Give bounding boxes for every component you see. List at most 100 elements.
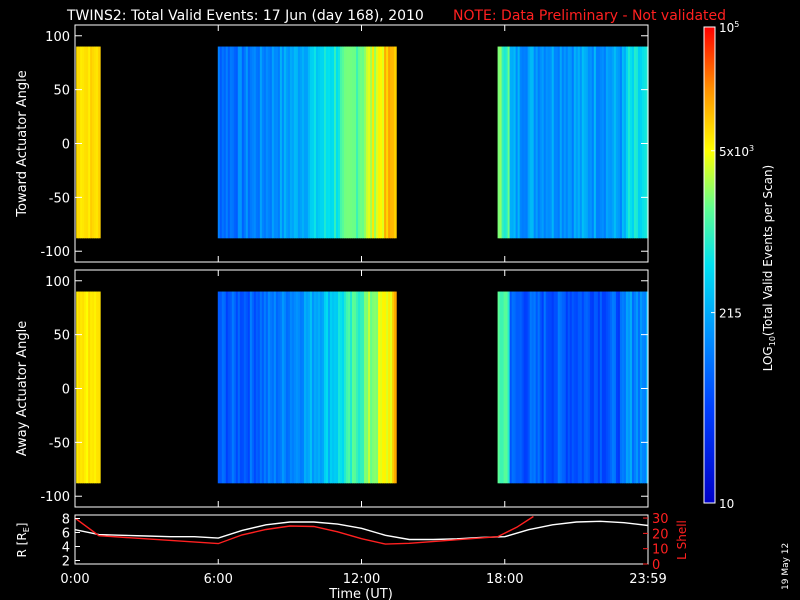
y-tick-label: 100 — [45, 30, 70, 45]
heatmap-column — [303, 291, 307, 484]
away-angle-panel: 100 50 0 -50 -100 Away Actuator Angle — [15, 269, 649, 508]
heatmap-column — [331, 46, 335, 239]
colorbar-tick-label: 10 — [719, 497, 734, 511]
heatmap-column — [553, 291, 557, 484]
x-tick-label: 23:59 — [629, 572, 666, 587]
heatmap-column — [82, 46, 85, 239]
heatmap-column — [251, 291, 255, 484]
heatmap-block-2 — [217, 46, 397, 239]
heatmap-column — [525, 291, 529, 484]
heatmap-column — [509, 46, 513, 239]
heatmap-column — [631, 46, 635, 239]
heatmap-column — [645, 291, 649, 484]
heatmap-column — [273, 46, 277, 239]
heatmap-column — [227, 291, 231, 484]
heatmap-column — [338, 46, 341, 239]
heatmap-column — [388, 46, 391, 239]
heatmap-column — [599, 291, 603, 484]
heatmap-column — [577, 291, 581, 484]
heatmap-column — [243, 291, 247, 484]
heatmap-column — [555, 46, 559, 239]
heatmap-column — [637, 46, 641, 239]
heatmap-column — [297, 291, 301, 484]
heatmap-column — [315, 291, 319, 484]
heatmap-column — [507, 46, 511, 239]
heatmap-column — [623, 291, 627, 484]
heatmap-column — [567, 291, 571, 484]
heatmap-column — [90, 291, 93, 484]
heatmap-column — [575, 291, 579, 484]
heatmap-column — [350, 291, 353, 484]
heatmap-column — [271, 291, 275, 484]
heatmap-column — [563, 46, 567, 239]
heatmap-column — [619, 291, 623, 484]
heatmap-column — [283, 291, 287, 484]
preliminary-note: NOTE: Data Preliminary - Not validated — [453, 8, 726, 24]
heatmap-column — [311, 291, 315, 484]
heatmap-column — [621, 291, 625, 484]
y-right-tick-label: 0 — [652, 558, 660, 573]
heatmap-column — [595, 46, 599, 239]
heatmap-column — [243, 46, 247, 239]
heatmap-column — [348, 291, 351, 484]
heatmap-column — [354, 46, 357, 239]
heatmap-column — [386, 46, 389, 239]
y-axis-label: Toward Actuator Angle — [15, 70, 30, 217]
heatmap-column — [559, 46, 563, 239]
heatmap-column — [535, 291, 539, 484]
heatmap-column — [251, 46, 255, 239]
heatmap-column — [511, 46, 515, 239]
heatmap-column — [587, 291, 591, 484]
l-shell-axis-label: L Shell — [675, 520, 689, 560]
heatmap-column — [338, 291, 341, 484]
heatmap-column — [323, 46, 327, 239]
heatmap-column — [513, 291, 517, 484]
heatmap-column — [313, 46, 317, 239]
heatmap-column — [376, 46, 379, 239]
heatmap-column — [84, 291, 87, 484]
heatmap-column — [348, 46, 351, 239]
colorbar-frame — [703, 26, 716, 504]
heatmap-column — [235, 46, 239, 239]
heatmap-column — [645, 46, 649, 239]
y-tick-label: -100 — [40, 490, 70, 505]
heatmap-column — [543, 291, 547, 484]
l-shell-line — [75, 515, 534, 545]
heatmap-column — [229, 291, 233, 484]
heatmap-column — [364, 46, 367, 239]
heatmap-column — [231, 46, 235, 239]
heatmap-column — [585, 291, 589, 484]
heatmap-column — [567, 46, 571, 239]
heatmap-column — [263, 46, 267, 239]
heatmap-column — [623, 46, 627, 239]
heatmap-column — [94, 291, 97, 484]
heatmap-column — [98, 46, 101, 239]
heatmap-column — [364, 291, 367, 484]
heatmap-column — [269, 46, 273, 239]
heatmap-column — [539, 291, 543, 484]
heatmap-column — [555, 291, 559, 484]
heatmap-column — [617, 46, 621, 239]
heatmap-column — [593, 46, 597, 239]
heatmap-column — [303, 46, 307, 239]
y-tick-label: -50 — [49, 436, 70, 451]
toward-angle-panel: 100 50 0 -50 -100 Toward Actuator Angle — [15, 24, 649, 263]
heatmap-column — [603, 291, 607, 484]
heatmap-column — [565, 291, 569, 484]
heatmap-column — [547, 291, 551, 484]
heatmap-column — [392, 291, 395, 484]
heatmap-column — [233, 291, 237, 484]
heatmap-column — [643, 46, 647, 239]
heatmap-column — [641, 46, 645, 239]
heatmap-column — [537, 291, 541, 484]
heatmap-column — [507, 291, 511, 484]
heatmap-column — [374, 291, 377, 484]
heatmap-column — [565, 46, 569, 239]
heatmap-column — [583, 46, 587, 239]
heatmap-column — [225, 291, 229, 484]
heatmap-column — [319, 46, 323, 239]
y-tick-label: -50 — [49, 191, 70, 206]
heatmap-column — [82, 291, 85, 484]
heatmap-column — [579, 291, 583, 484]
heatmap-column — [317, 46, 321, 239]
